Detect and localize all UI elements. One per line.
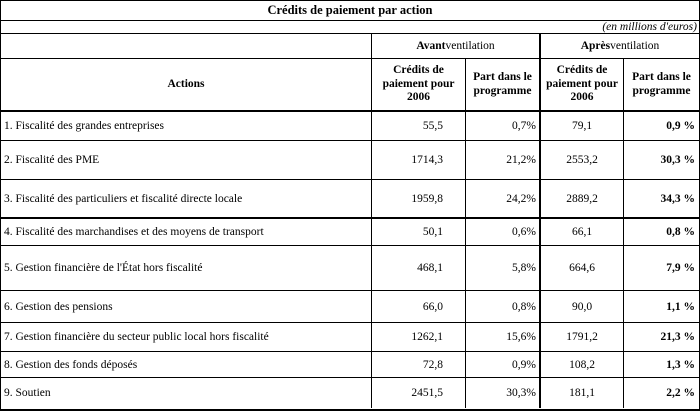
credits-avant-value: 2451,5 [372, 378, 466, 408]
part-avant-value: 0,8% [466, 291, 541, 322]
group-avant-rest: ventilation [445, 40, 495, 52]
table-title: Crédits de paiement par action [267, 3, 433, 17]
row-label: 7. Gestion financière du secteur public … [1, 323, 372, 351]
row-label: 5. Gestion financière de l'État hors fis… [1, 246, 372, 290]
part-avant-value: 5,8% [466, 246, 541, 290]
credits-avant-value: 1262,1 [372, 323, 466, 351]
credits-avant-value: 468,1 [372, 246, 466, 290]
credits-apres-value: 79,1 [541, 112, 624, 140]
column-header-actions: Actions [1, 59, 372, 110]
part-apres-value: 30,3 % [660, 154, 696, 166]
part-apres-value: 34,3 % [660, 192, 696, 205]
part-avant-value: 24,2% [466, 180, 541, 217]
part-avant-value: 15,6% [466, 323, 541, 351]
row-label: 9. Soutien [1, 378, 372, 408]
part-apres-value: 0,9 % [666, 120, 695, 132]
credits-apres-value: 664,6 [541, 246, 624, 290]
column-header-credits-apres: Crédits de paiement pour 2006 [541, 59, 624, 110]
credits-avant-value: 55,5 [372, 112, 466, 140]
credits-avant-value: 1714,3 [372, 141, 466, 179]
row-label: 3. Fiscalité des particuliers et fiscali… [1, 180, 372, 217]
part-apres-value: 1,1 % [666, 300, 695, 313]
table-row: 2. Fiscalité des PME 1714,3 21,2% 2553,2… [1, 141, 699, 180]
credits-apres-value: 2889,2 [541, 180, 624, 217]
group-header-spacer [1, 34, 372, 58]
credits-apres-value: 66,1 [541, 219, 624, 245]
credits-apres-value: 90,0 [541, 291, 624, 322]
table-row: 3. Fiscalité des particuliers et fiscali… [1, 180, 699, 219]
credits-avant-value: 1959,8 [372, 180, 466, 217]
part-avant-value: 21,2% [466, 141, 541, 179]
credits-apres-value: 181,1 [541, 378, 624, 408]
part-apres-value: 2,2 % [666, 387, 695, 399]
table-row: 9. Soutien 2451,5 30,3% 181,1 2,2 % [1, 378, 699, 408]
row-label: 2. Fiscalité des PME [1, 141, 372, 179]
part-avant-value: 0,7% [466, 112, 541, 140]
column-header-credits-avant: Crédits de paiement pour 2006 [372, 59, 466, 110]
unit-note-row: (en millions d'euros) [1, 21, 699, 34]
part-apres-value: 7,9 % [666, 262, 695, 274]
table-row: 1. Fiscalité des grandes entreprises 55,… [1, 112, 699, 141]
credits-avant-value: 72,8 [372, 352, 466, 377]
row-label: 1. Fiscalité des grandes entreprises [1, 112, 372, 140]
table-row: 7. Gestion financière du secteur public … [1, 323, 699, 352]
group-apres-rest: ventilation [610, 40, 660, 52]
part-avant-value: 0,6% [466, 219, 541, 245]
group-header-avant-ventilation: Avant ventilation [372, 34, 541, 58]
column-header-part-avant: Part dans le programme [466, 59, 541, 110]
column-header-part-apres: Part dans le programme [632, 70, 691, 97]
credits-apres-value: 2553,2 [541, 141, 624, 179]
part-apres-value: 1,3 % [666, 358, 695, 371]
row-label: 6. Gestion des pensions [1, 291, 372, 322]
unit-note: (en millions d'euros) [602, 21, 697, 33]
table-row: 6. Gestion des pensions 66,0 0,8% 90,0 1… [1, 291, 699, 323]
part-avant-value: 0,9% [466, 352, 541, 377]
part-apres-value: 21,3 % [660, 331, 696, 343]
table-row: 5. Gestion financière de l'État hors fis… [1, 246, 699, 291]
table-title-row: Crédits de paiement par action [1, 1, 699, 21]
table-row: 8. Gestion des fonds déposés 72,8 0,9% 1… [1, 352, 699, 378]
table-row: 4. Fiscalité des marchandises et des moy… [1, 219, 699, 246]
row-label: 4. Fiscalité des marchandises et des moy… [1, 219, 372, 245]
part-apres-value: 0,8 % [666, 226, 695, 238]
credits-apres-value: 1791,2 [541, 323, 624, 351]
group-header-apres-ventilation: Après ventilation [541, 34, 699, 58]
group-header-row: Avant ventilation Après ventilation [1, 34, 699, 59]
group-apres-bold: Après [580, 40, 611, 52]
row-label: 8. Gestion des fonds déposés [1, 352, 372, 377]
credits-avant-value: 66,0 [372, 291, 466, 322]
credits-apres-value: 108,2 [541, 352, 624, 377]
credits-avant-value: 50,1 [372, 219, 466, 245]
part-avant-value: 30,3% [466, 378, 541, 408]
group-avant-bold: Avant [416, 40, 446, 52]
column-header-row: Actions Crédits de paiement pour 2006 Pa… [1, 59, 699, 112]
